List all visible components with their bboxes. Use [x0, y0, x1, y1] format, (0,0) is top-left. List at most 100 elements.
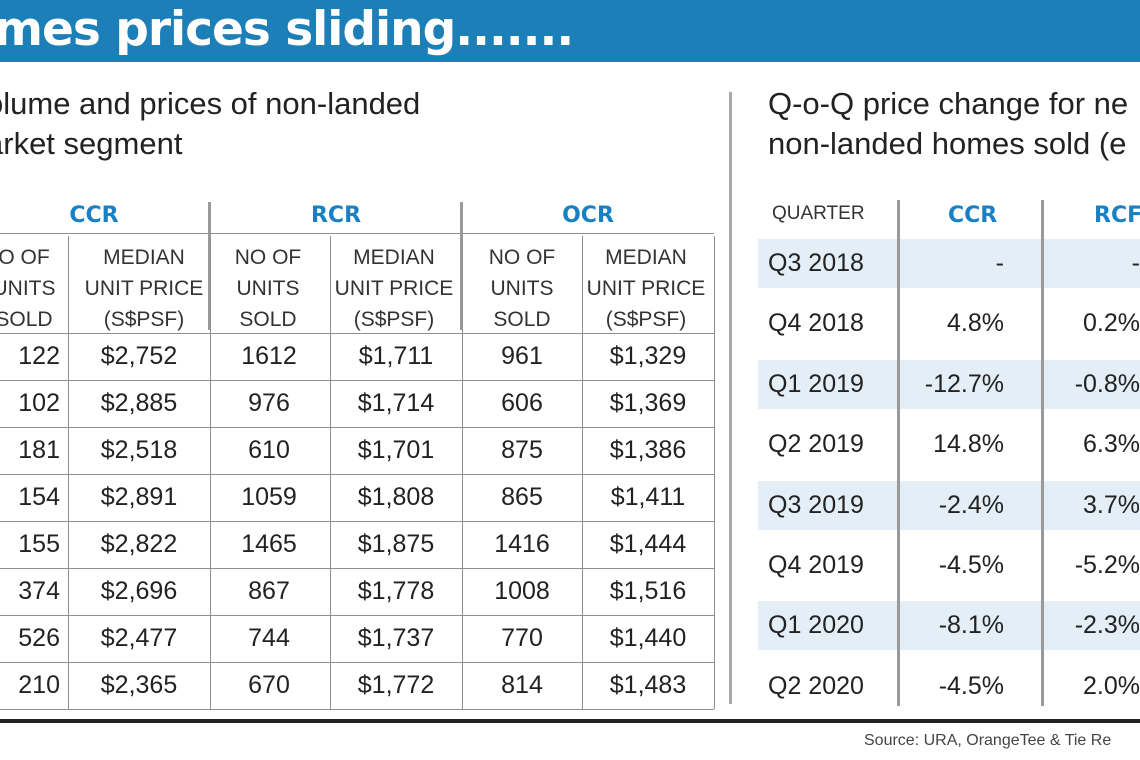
banner-title: mes prices sliding.......: [0, 2, 574, 57]
units-sold-cell: 181: [18, 436, 60, 464]
segment-header-ccr: CCR: [948, 203, 998, 228]
segment-header-rule: [0, 233, 714, 234]
median-price-cell: $1,714: [357, 389, 435, 417]
segment-header-rcf: RCF: [1094, 203, 1140, 228]
row-band: [758, 359, 1140, 409]
units-sold-cell: 1612: [241, 342, 297, 370]
row-rule: [0, 568, 714, 569]
ccr-change-cell: -: [995, 249, 1004, 277]
bottom-rule: [0, 719, 1140, 723]
segment-header-ocr: OCR: [562, 203, 614, 228]
median-price-cell: $1,329: [609, 342, 687, 370]
rcf-change-cell: 6.3%: [1083, 430, 1140, 459]
units-sold-cell: 814: [501, 671, 543, 699]
units-sold-cell: 1416: [494, 530, 550, 558]
median-price-cell: $1,772: [357, 671, 435, 699]
ccr-change-cell: -8.1%: [938, 611, 1004, 640]
rcf-change-cell: -5.2%: [1074, 551, 1140, 579]
column-rule: [210, 236, 211, 709]
quarter-cell: Q1 2020: [768, 611, 864, 640]
median-price-cell: $2,518: [100, 436, 178, 464]
ccr-change-cell: -2.4%: [938, 490, 1004, 519]
ccr-change-cell: -12.7%: [924, 369, 1004, 398]
median-price-cell: $1,516: [609, 577, 687, 605]
median-price-cell: $1,483: [609, 671, 687, 699]
ccr-change-cell: -4.5%: [938, 551, 1004, 579]
median-price-cell: $1,875: [357, 530, 435, 558]
units-sold-cell: 610: [248, 436, 290, 464]
median-price-cell: $1,737: [357, 624, 435, 652]
median-price-cell: $1,701: [357, 436, 435, 464]
units-sold-cell: 122: [18, 342, 60, 370]
row-rule: [0, 709, 714, 710]
column-rule: [330, 236, 331, 709]
units-sold-cell: 155: [18, 530, 60, 558]
column-separator: [897, 200, 900, 706]
row-rule: [0, 662, 714, 663]
row-rule: [0, 380, 714, 381]
median-price-cell: $2,477: [100, 624, 178, 652]
column-header: NO OF UNITS SOLD: [234, 246, 302, 331]
row-rule: [0, 474, 714, 475]
row-rule: [0, 427, 714, 428]
rcf-change-cell: 0.2%: [1083, 309, 1140, 338]
units-sold-cell: 374: [18, 577, 60, 605]
left-subtitle-line-2: arket segment: [0, 126, 183, 161]
median-price-cell: $2,885: [100, 389, 178, 417]
median-price-cell: $2,365: [100, 671, 178, 699]
left-subtitle-line-1: olume and prices of non-landed: [0, 86, 421, 121]
right-subtitle-line-1: Q-o-Q price change for ne: [768, 86, 1129, 121]
rcf-change-cell: -: [1131, 249, 1140, 277]
quarter-cell: Q1 2019: [768, 369, 864, 398]
units-sold-cell: 770: [501, 624, 543, 652]
ccr-change-cell: -4.5%: [938, 671, 1004, 700]
row-band: [758, 480, 1140, 530]
units-sold-cell: 102: [18, 389, 60, 417]
units-sold-cell: 1059: [241, 483, 297, 511]
median-price-cell: $2,696: [100, 577, 178, 605]
quarter-cell: Q2 2020: [768, 671, 864, 700]
segment-separator: [208, 202, 211, 330]
units-sold-cell: 210: [18, 671, 60, 699]
median-price-cell: $1,711: [358, 342, 434, 370]
rcf-change-cell: 3.7%: [1083, 490, 1140, 519]
segment-header-ccr: CCR: [69, 203, 119, 228]
units-sold-cell: 606: [501, 389, 543, 417]
right-subtitle-line-2: non-landed homes sold (e: [768, 126, 1127, 161]
units-sold-cell: 154: [18, 483, 60, 511]
ccr-change-cell: 4.8%: [947, 309, 1004, 338]
rcf-change-cell: -2.3%: [1074, 611, 1140, 640]
row-rule: [0, 615, 714, 616]
units-sold-cell: 1008: [494, 577, 550, 605]
units-sold-cell: 961: [501, 342, 543, 370]
median-price-cell: $1,778: [357, 577, 435, 605]
segment-separator: [460, 202, 463, 330]
rcf-change-cell: -0.8%: [1074, 369, 1140, 398]
right-panel-subtitle: Q-o-Q price change for ne non-landed hom…: [768, 84, 1128, 164]
quarter-cell: Q4 2018: [768, 309, 864, 338]
row-band: [758, 601, 1140, 651]
units-sold-cell: 867: [248, 577, 290, 605]
units-sold-cell: 875: [501, 436, 543, 464]
row-rule: [0, 521, 714, 522]
column-rule: [68, 236, 69, 709]
median-price-cell: $1,440: [609, 624, 687, 652]
units-sold-cell: 526: [18, 624, 60, 652]
quarter-column-header: QUARTER: [772, 203, 865, 224]
quarter-cell: Q4 2019: [768, 551, 864, 579]
rcf-change-cell: 2.0%: [1083, 671, 1140, 700]
column-header: O OF UNITS SOLD: [0, 246, 56, 331]
quarter-cell: Q2 2019: [768, 430, 864, 459]
title-banner: mes prices sliding.......: [0, 0, 1140, 62]
column-header: MEDIAN UNIT PRICE (S$PSF): [334, 246, 454, 331]
left-panel-subtitle: olume and prices of non-landed arket seg…: [0, 84, 420, 164]
units-sold-cell: 976: [248, 389, 290, 417]
units-sold-cell: 670: [248, 671, 290, 699]
column-rule: [582, 236, 583, 709]
quarter-cell: Q3 2018: [768, 249, 864, 277]
quarter-cell: Q3 2019: [768, 490, 864, 519]
median-price-cell: $2,891: [100, 483, 178, 511]
source-note: Source: URA, OrangeTee & Tie Re: [864, 732, 1112, 749]
median-price-cell: $2,752: [100, 342, 178, 370]
median-price-cell: $1,369: [609, 389, 687, 417]
